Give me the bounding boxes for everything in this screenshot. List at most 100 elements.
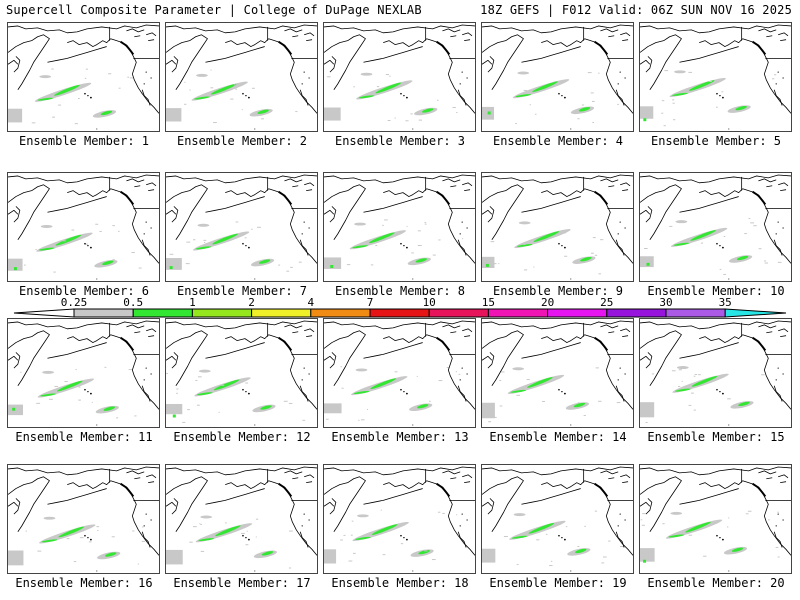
scp-shading-green — [415, 258, 427, 263]
scp-speck-gray — [96, 526, 100, 528]
scp-shading-green — [196, 392, 213, 396]
ensemble-map-panel — [323, 464, 476, 574]
scp-speck-gray — [325, 418, 329, 420]
color-bar-tick-label: 35 — [718, 296, 732, 309]
scp-speck-gray — [595, 367, 599, 369]
basemap-coastlines — [482, 321, 633, 426]
scp-speck-gray — [526, 379, 530, 381]
scp-speck-gray — [218, 411, 220, 413]
ensemble-map-panel — [481, 172, 634, 282]
scp-speck-gray — [288, 530, 293, 532]
scp-speck-gray — [31, 122, 36, 124]
scp-shading-green — [515, 94, 532, 98]
scp-speck-gray — [723, 236, 726, 238]
color-bar-tick-label: 15 — [481, 296, 496, 309]
ensemble-member-label: Ensemble Member: 11 — [15, 430, 153, 444]
scp-shading-gray — [197, 223, 210, 227]
scp-shading-green — [58, 526, 85, 538]
scp-speck-gray — [128, 369, 132, 371]
color-bar-tick-label: 2 — [248, 296, 255, 309]
ensemble-member-label: Ensemble Member: 18 — [331, 576, 469, 590]
ensemble-member-label: Ensemble Member: 20 — [647, 576, 785, 590]
scp-speck-gray — [703, 555, 707, 557]
scp-speck-gray — [458, 373, 461, 375]
scp-speck-gray — [62, 240, 66, 242]
scp-speck-gray — [382, 554, 386, 556]
scp-speck-gray — [777, 556, 780, 558]
scp-speck-gray — [417, 244, 422, 246]
scp-speck-gray — [387, 120, 391, 121]
basemap-coastlines — [324, 175, 475, 280]
scp-speck-gray — [431, 559, 436, 561]
scp-shading-green — [485, 263, 489, 267]
scp-speck-gray — [370, 264, 374, 266]
scp-speck-gray — [590, 252, 594, 254]
scp-speck-gray — [385, 74, 390, 76]
scp-speck-gray — [51, 68, 54, 70]
scp-speck-gray — [351, 520, 354, 522]
scp-speck-gray — [577, 402, 580, 404]
scp-speck-gray — [341, 387, 344, 389]
ensemble-map-panel — [7, 172, 160, 282]
scp-speck-gray — [112, 259, 115, 261]
ensemble-map-panel — [481, 22, 634, 132]
scp-shading-green — [257, 109, 269, 114]
scp-speck-gray — [283, 400, 288, 402]
scp-shading-gray — [8, 108, 23, 123]
scp-speck-gray — [210, 87, 214, 89]
scp-speck-gray — [192, 526, 197, 528]
color-bar-segment — [665, 308, 726, 318]
scp-shading-gray — [676, 366, 689, 369]
scp-speck-gray — [166, 373, 168, 374]
scp-shading-green — [355, 536, 371, 540]
color-bar-tick-label: 20 — [540, 296, 555, 309]
scp-shading-gray — [8, 404, 24, 416]
scp-speck-gray — [672, 99, 675, 101]
scp-speck-gray — [171, 110, 175, 112]
scp-speck-gray — [360, 419, 365, 421]
scp-shading-green — [100, 110, 113, 116]
scp-speck-gray — [49, 398, 53, 400]
scp-speck-gray — [499, 379, 502, 381]
scp-speck-gray — [99, 230, 102, 232]
scp-speck-gray — [545, 533, 548, 535]
color-bar-segment — [132, 308, 193, 318]
scp-speck-gray — [418, 119, 423, 121]
scp-speck-gray — [230, 98, 234, 100]
scp-speck-gray — [577, 546, 580, 547]
scp-speck-gray — [176, 388, 179, 390]
ensemble-member-label: Ensemble Member: 7 — [176, 284, 308, 298]
scp-speck-gray — [9, 260, 12, 262]
ensemble-map-panel — [7, 22, 160, 132]
scp-speck-gray — [417, 230, 421, 232]
scp-shading-green — [416, 404, 429, 409]
scp-speck-gray — [210, 69, 212, 71]
scp-speck-gray — [10, 120, 14, 122]
scp-shading-green — [54, 85, 80, 96]
scp-shading-green — [510, 389, 527, 393]
scp-shading-green — [210, 83, 237, 95]
scp-speck-gray — [774, 74, 777, 76]
scp-speck-gray — [200, 550, 205, 552]
scp-shading-gray — [482, 402, 495, 419]
scp-speck-gray — [233, 84, 236, 86]
color-bar-tick-label: 4 — [307, 296, 315, 309]
scp-shading-green — [511, 535, 528, 539]
ensemble-map-panel — [639, 318, 792, 428]
scp-speck-gray — [346, 264, 351, 266]
scp-speck-gray — [750, 222, 754, 224]
scp-speck-gray — [758, 248, 762, 250]
scp-speck-gray — [225, 522, 227, 524]
scp-speck-gray — [193, 239, 196, 241]
scp-speck-gray — [775, 546, 779, 548]
scp-speck-gray — [251, 228, 253, 230]
scp-speck-gray — [664, 70, 669, 72]
scp-speck-gray — [542, 400, 545, 402]
scp-speck-gray — [651, 373, 655, 375]
scp-speck-gray — [456, 514, 458, 516]
ensemble-member-label: Ensemble Member: 15 — [647, 430, 785, 444]
scp-speck-gray — [533, 266, 535, 268]
scp-shading-gray — [675, 220, 688, 224]
color-bar-segment — [310, 308, 371, 318]
scp-speck-gray — [73, 561, 77, 563]
